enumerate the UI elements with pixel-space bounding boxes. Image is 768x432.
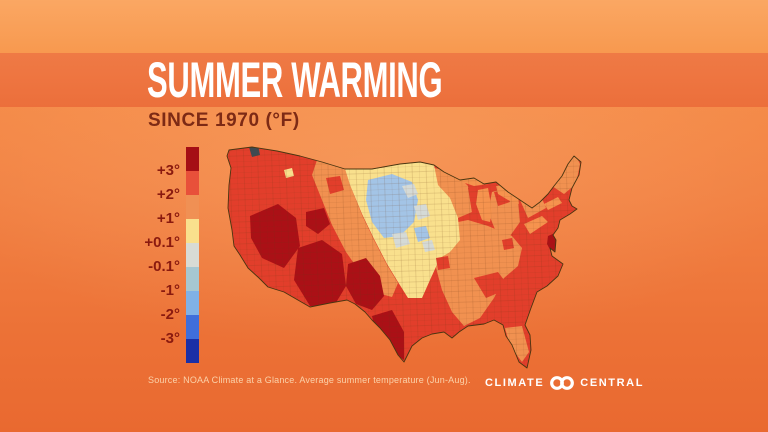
source-text: Source: NOAA Climate at a Glance. Averag… (148, 375, 471, 385)
legend-color-block (186, 291, 199, 315)
legend-bar (186, 147, 199, 363)
legend-color-block (186, 195, 199, 219)
legend-boundary-label: +1° (156, 210, 180, 227)
us-summer-warming-map (222, 140, 592, 376)
top-band (0, 0, 768, 53)
legend-boundary-label: -0.1° (148, 258, 180, 275)
legend-boundary-label: +3° (156, 162, 180, 179)
legend-color-block (186, 147, 199, 171)
logo-word-climate: CLIMATE (485, 377, 545, 389)
legend-boundary-label: +2° (156, 186, 180, 203)
legend-boundary-label: -1° (160, 282, 180, 299)
legend-color-block (186, 267, 199, 291)
legend-color-block (186, 171, 199, 195)
page-subtitle: SINCE 1970 (°F) (148, 110, 300, 131)
legend-color-block (186, 339, 199, 363)
legend-boundary-label: -2° (160, 306, 180, 323)
logo-word-central: CENTRAL (580, 377, 645, 389)
legend-color-block (186, 243, 199, 267)
legend-color-block (186, 315, 199, 339)
page-title: SUMMER WARMING (147, 52, 443, 108)
legend-boundary-label: -3° (160, 330, 180, 347)
title-band (0, 53, 768, 107)
us-map-svg (226, 146, 582, 369)
legend-color-block (186, 219, 199, 243)
climate-central-logo: CLIMATE CENTRAL (485, 374, 644, 392)
legend-boundary-label: +0.1° (144, 234, 180, 251)
county-grid-texture (227, 147, 581, 368)
map-color-regions (227, 147, 581, 368)
climate-central-rings-icon (550, 376, 575, 390)
legend-labels: +3° +2° +1° +0.1° -0.1° -1° -2° -3° (128, 147, 180, 363)
